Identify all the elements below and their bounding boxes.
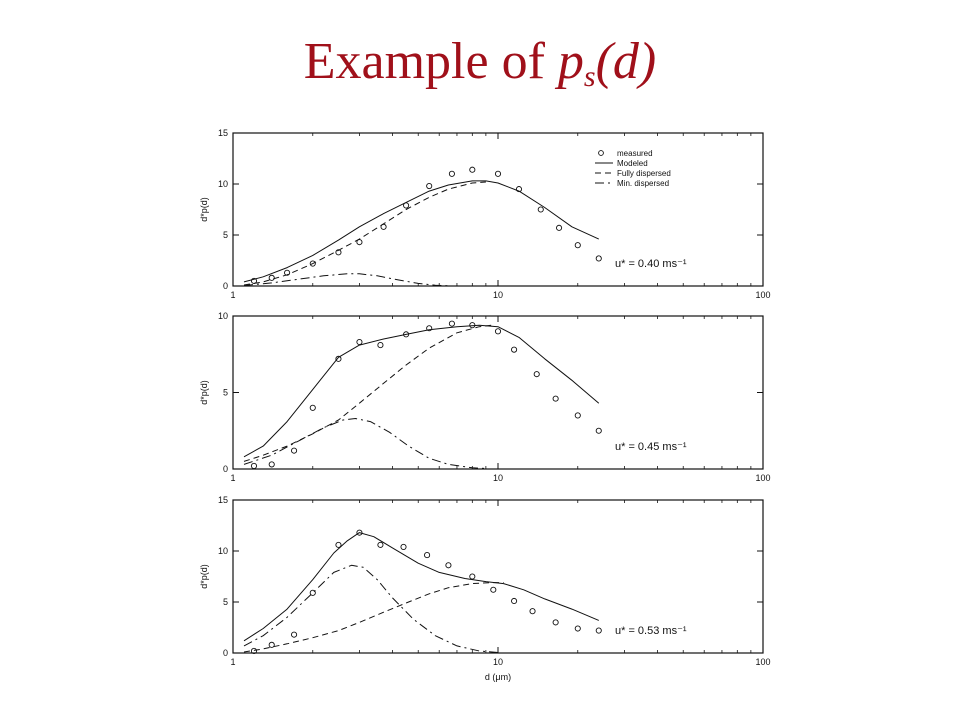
chart-panel-2: 1 10 100 0 5 10 d*p(d) u* = 0.45 ms⁻¹ [199,311,771,483]
series-line-min-dispersed [243,564,499,653]
data-point-measured [529,608,536,615]
data-point-measured [448,170,455,177]
series-line-modeled [243,324,600,458]
slide-title: Example of ps(d) [0,36,960,92]
data-point-measured [533,371,540,378]
data-point-measured [595,255,602,262]
data-point-measured [309,589,316,596]
friction-velocity-annotation: u* = 0.45 ms⁻¹ [615,441,687,453]
data-point-measured [335,541,342,548]
x-tick-label: 1 [230,657,235,667]
legend-label: measured [617,149,653,158]
x-tick-label: 100 [755,473,770,483]
series-line-modeled [243,180,600,283]
data-point-measured [268,274,275,281]
data-point-measured [595,627,602,634]
data-point-measured [511,597,518,605]
y-axis-label: d*p(d) [199,197,209,222]
data-point-measured [424,552,431,559]
data-point-measured [250,647,258,655]
title-symbol: p [557,33,584,90]
data-point-measured [268,461,275,468]
data-point-measured [445,562,452,569]
series-line-min-dispersed [243,418,486,469]
legend-label: Fully dispersed [617,169,671,178]
x-tick-label: 10 [493,473,503,483]
x-axis-label: d (μm) [485,672,511,682]
y-tick-label: 10 [218,311,228,321]
x-tick-label: 100 [755,657,770,667]
x-tick-label: 1 [230,290,235,300]
chart-panel-3: 1 10 100 0 5 10 15 d*p(d) d (μm) u* = 0.53 ms⁻¹ [199,495,771,682]
title-subscript: s [583,60,596,93]
data-point-measured [490,586,497,593]
legend-label: Min. dispersed [617,179,669,188]
y-tick-label: 0 [223,648,228,658]
data-point-measured [291,631,298,638]
data-point-measured [400,543,407,550]
y-tick-label: 15 [218,128,228,138]
data-point-measured [574,242,581,249]
y-tick-label: 10 [218,179,228,189]
title-suffix: (d) [595,33,657,90]
series-line-fully-dispersed [243,181,486,286]
series-line-modeled [243,532,599,642]
data-point-measured [356,529,363,536]
data-point-measured [309,404,316,411]
data-point-measured [469,166,476,173]
y-tick-label: 15 [218,495,228,505]
data-point-measured [511,346,518,353]
friction-velocity-annotation: u* = 0.40 ms⁻¹ [615,258,687,270]
y-tick-label: 0 [223,281,228,291]
data-point-measured [574,412,581,419]
chart-panel-1: 1 10 100 0 5 10 15 d*p(d) u* = 0.40 ms⁻¹ measured… [199,128,771,300]
data-point-measured [426,325,433,332]
data-point-measured [494,170,502,177]
data-point-measured [291,447,298,454]
data-point-measured [448,320,455,327]
friction-velocity-annotation: u* = 0.53 ms⁻¹ [615,625,687,637]
x-tick-label: 100 [755,290,770,300]
data-point-measured [268,641,275,648]
x-tick-label: 10 [493,657,503,667]
data-point-measured [494,328,502,335]
data-point-measured [356,338,363,346]
data-point-measured [515,186,523,193]
y-tick-label: 10 [218,546,228,556]
data-point-measured [377,541,384,548]
legend-marker [598,150,604,156]
data-point-measured [552,619,559,626]
legend-label: Modeled [617,159,648,168]
data-point-measured [595,427,602,434]
data-point-measured [426,182,433,190]
title-prefix: Example of [303,33,558,90]
y-axis-label: d*p(d) [199,380,209,405]
x-tick-label: 1 [230,473,235,483]
y-tick-label: 5 [223,597,228,607]
y-tick-label: 5 [223,230,228,240]
series-line-fully-dispersed [243,324,493,462]
data-point-measured [552,395,559,402]
data-point-measured [335,249,342,256]
data-point-measured [335,355,342,362]
series-line-fully-dispersed [243,582,504,653]
data-point-measured [309,260,316,267]
data-point-measured [556,224,563,231]
data-point-measured [469,573,476,580]
data-point-measured [250,462,258,469]
y-axis-label: d*p(d) [199,564,209,589]
data-point-measured [537,206,544,213]
data-point-measured [377,342,384,349]
y-tick-label: 5 [223,388,228,398]
y-tick-label: 0 [223,464,228,474]
x-tick-label: 10 [493,290,503,300]
data-point-measured [574,625,581,632]
series-line-min-dispersed [243,273,449,287]
data-point-measured [284,269,291,276]
